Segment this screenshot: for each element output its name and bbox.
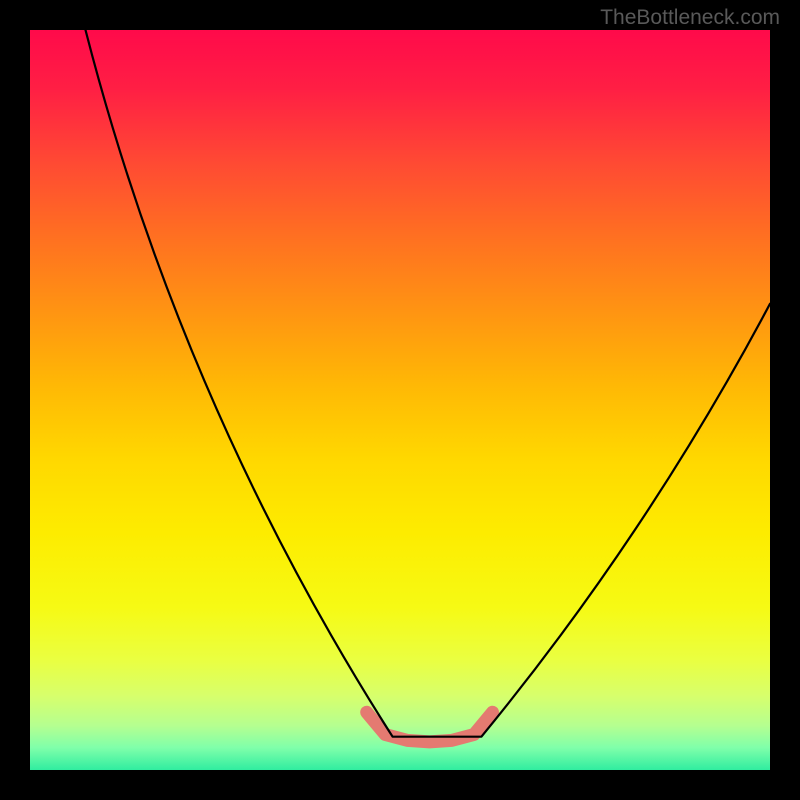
chart-plot <box>30 30 770 770</box>
watermark-text: TheBottleneck.com <box>600 6 780 30</box>
chart-container: TheBottleneck.com <box>0 0 800 800</box>
gradient-background <box>30 30 770 770</box>
